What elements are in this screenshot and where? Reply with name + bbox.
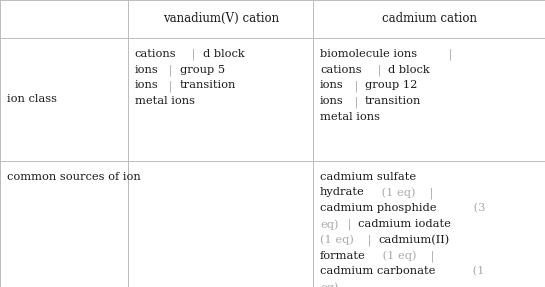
Text: biomolecule ions: biomolecule ions — [320, 49, 417, 59]
Text: |: | — [165, 80, 177, 92]
Text: (3: (3 — [470, 203, 486, 214]
Text: metal ions: metal ions — [320, 112, 380, 122]
Text: hydrate: hydrate — [320, 187, 365, 197]
Text: |: | — [344, 219, 355, 230]
Text: |: | — [445, 49, 456, 60]
Text: cadmium phosphide: cadmium phosphide — [320, 203, 437, 213]
Text: |: | — [374, 65, 385, 76]
Text: cadmium iodate: cadmium iodate — [358, 219, 451, 229]
Text: (1 eq): (1 eq) — [379, 251, 416, 261]
Text: |: | — [189, 49, 199, 60]
Text: ions: ions — [135, 65, 159, 75]
Text: transition: transition — [180, 80, 236, 90]
Text: group 12: group 12 — [365, 80, 417, 90]
Text: (1 eq): (1 eq) — [378, 187, 415, 198]
Text: group 5: group 5 — [180, 65, 225, 75]
Text: transition: transition — [365, 96, 421, 106]
Text: eq): eq) — [320, 282, 338, 287]
Text: formate: formate — [320, 251, 366, 261]
Text: vanadium(V) cation: vanadium(V) cation — [162, 12, 279, 26]
Text: cadmium(II): cadmium(II) — [378, 235, 449, 245]
Text: |: | — [426, 187, 437, 199]
Text: d block: d block — [388, 65, 429, 75]
Text: cadmium carbonate: cadmium carbonate — [320, 266, 435, 276]
Text: ions: ions — [320, 80, 344, 90]
Text: ions: ions — [320, 96, 344, 106]
Text: |: | — [350, 80, 362, 92]
Text: |: | — [427, 251, 439, 262]
Text: cadmium sulfate: cadmium sulfate — [320, 172, 416, 182]
Text: |: | — [165, 65, 177, 76]
Text: eq): eq) — [320, 219, 338, 230]
Text: d block: d block — [203, 49, 244, 59]
Text: (1 eq): (1 eq) — [320, 235, 354, 245]
Text: cations: cations — [135, 49, 176, 59]
Text: (1: (1 — [469, 266, 484, 277]
Text: metal ions: metal ions — [135, 96, 195, 106]
Text: common sources of ion: common sources of ion — [7, 172, 140, 182]
Text: |: | — [350, 96, 362, 108]
Text: ions: ions — [135, 80, 159, 90]
Text: cadmium cation: cadmium cation — [382, 12, 477, 26]
Text: cations: cations — [320, 65, 361, 75]
Text: |: | — [364, 235, 375, 246]
Text: ion class: ion class — [7, 94, 57, 104]
